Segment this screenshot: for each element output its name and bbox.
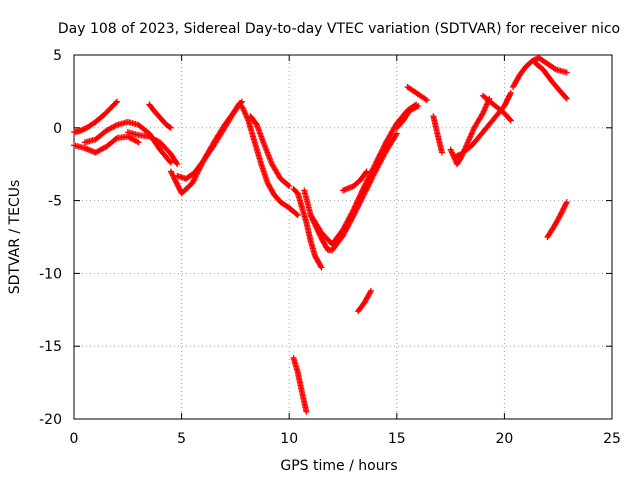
data-point-markers [393, 102, 422, 131]
series-arc-8 [238, 102, 301, 219]
x-tick-label: 15 [388, 431, 406, 447]
data-point-markers [146, 101, 174, 131]
x-tick-label: 0 [70, 431, 79, 447]
data-point-markers [71, 133, 142, 156]
series-arc-23 [531, 59, 570, 102]
data-point-markers [510, 54, 570, 91]
axis-ticks: 0 5 10 15 20 25 5 0 -5 -10 -15 -20 [39, 48, 621, 447]
data-point-markers [430, 113, 445, 156]
y-tick-label: -15 [39, 339, 62, 355]
data-point-markers [531, 59, 570, 102]
y-tick-label: -5 [48, 194, 62, 210]
series-arc-5 [146, 101, 174, 131]
chart-title: Day 108 of 2023, Sidereal Day-to-day VTE… [58, 21, 620, 37]
y-tick-label: -10 [39, 266, 62, 282]
series-arc-22 [510, 54, 570, 91]
series-arc-4 [124, 129, 181, 168]
series-arc-7 [167, 98, 245, 197]
series-arc-16 [404, 84, 430, 104]
x-tick-label: 20 [495, 431, 513, 447]
data-point-markers [247, 113, 293, 190]
data-point-markers [451, 89, 514, 160]
data-point-markers [307, 101, 420, 248]
series-arc-9 [247, 113, 293, 190]
y-tick-label: -20 [39, 412, 62, 428]
series-arc-2 [71, 133, 142, 156]
x-tick-label: 5 [177, 431, 186, 447]
y-tick-label: 0 [53, 121, 62, 137]
series-arc-18 [430, 113, 445, 156]
x-tick-label: 10 [280, 431, 298, 447]
data-point-markers [167, 98, 245, 197]
series-arc-1 [71, 98, 121, 136]
series-arc-14 [290, 354, 310, 415]
data-point-markers [479, 92, 514, 124]
series-arc-24 [544, 199, 570, 240]
series-arc-10 [290, 185, 325, 271]
data-point-markers [404, 84, 430, 104]
data-point-markers [340, 168, 370, 194]
y-axis-label: SDTVAR / TECUs [7, 180, 23, 295]
series-arc-15 [355, 287, 374, 315]
plot-frame [73, 54, 613, 420]
x-tick-label: 25 [603, 431, 621, 447]
series-arc-13 [340, 168, 370, 194]
data-point-markers [124, 129, 181, 168]
data-point-markers [71, 98, 121, 136]
data-point-markers [290, 185, 325, 271]
data-point-markers [290, 354, 310, 415]
series-arc-17 [393, 102, 422, 131]
data-point-markers [238, 102, 301, 219]
data-point-markers [544, 199, 570, 240]
x-axis-label: GPS time / hours [280, 458, 397, 474]
series-arc-12 [307, 101, 420, 248]
y-tick-label: 5 [53, 48, 62, 64]
data-series [71, 54, 570, 415]
series-arc-20 [451, 89, 514, 160]
data-point-markers [355, 287, 374, 315]
series-arc-21 [479, 92, 514, 124]
